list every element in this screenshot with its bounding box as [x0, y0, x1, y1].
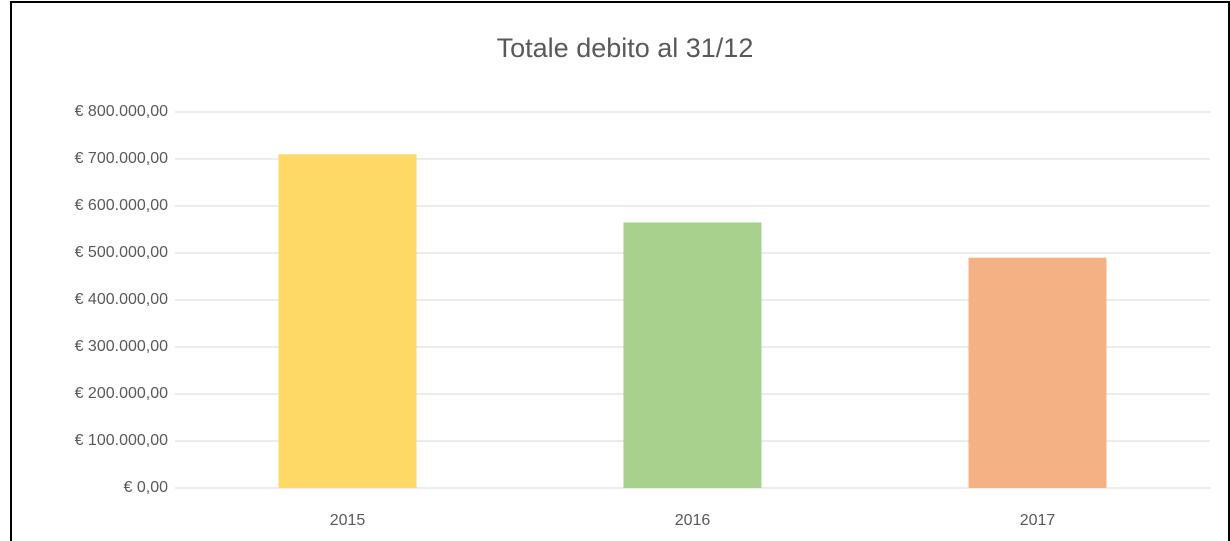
- bar: [623, 222, 762, 488]
- y-tick-label: € 500.000,00: [75, 244, 169, 261]
- y-tick-label: € 100.000,00: [75, 432, 169, 449]
- y-tick-label: € 400.000,00: [75, 291, 169, 308]
- x-tick-label: 2015: [330, 512, 366, 529]
- y-tick-label: € 800.000,00: [75, 103, 169, 120]
- x-tick-label: 2016: [675, 512, 711, 529]
- y-tick-label: € 700.000,00: [75, 150, 169, 167]
- bar: [968, 257, 1107, 488]
- y-tick-label: € 300.000,00: [75, 338, 169, 355]
- y-tick-label: € 0,00: [124, 479, 169, 496]
- chart-title: Totale debito al 31/12: [497, 33, 754, 63]
- y-tick-label: € 600.000,00: [75, 197, 169, 214]
- bar: [278, 154, 417, 489]
- x-tick-label: 2017: [1020, 512, 1056, 529]
- y-tick-label: € 200.000,00: [75, 385, 169, 402]
